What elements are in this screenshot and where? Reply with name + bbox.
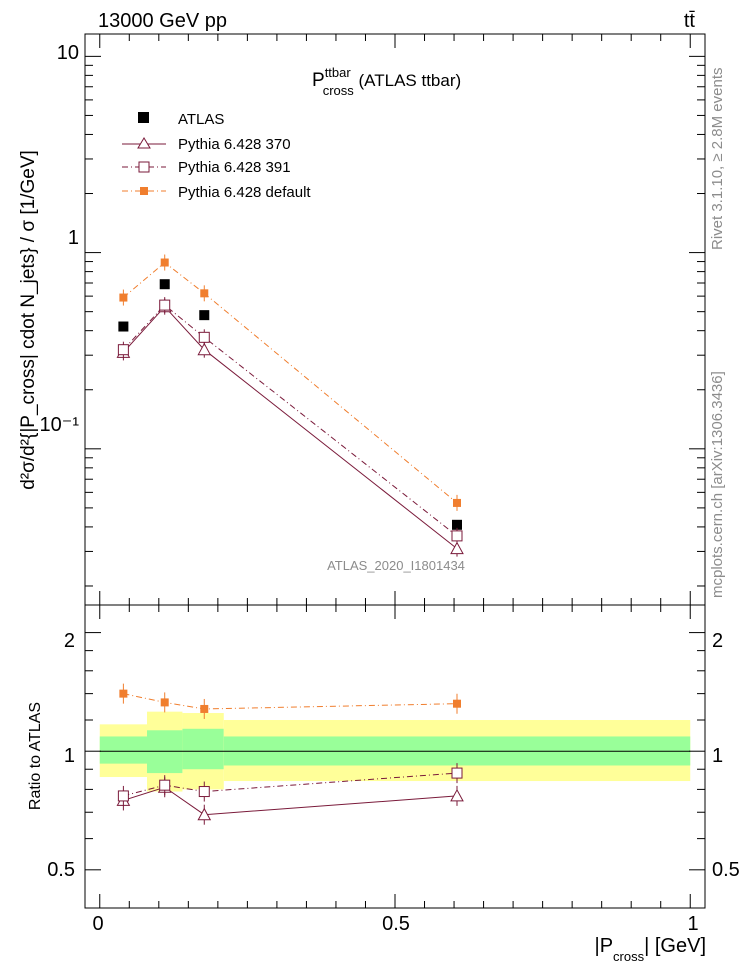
ratio-ytick-label-2: 2 — [64, 630, 75, 652]
ratio-point-1-2 — [198, 786, 210, 798]
main-point-1-3 — [450, 541, 464, 555]
analysis-watermark: ATLAS_2020_I1801434 — [327, 558, 465, 573]
legend-marker-default — [140, 187, 148, 195]
plot-title: Pttbar cross (ATLAS ttbar) — [312, 65, 461, 98]
ratio-series-line-0 — [123, 786, 458, 816]
ratio-bands — [99, 711, 691, 792]
main-point-2-3 — [451, 530, 463, 542]
ratio-ytick-label-0p5-right: 0.5 — [712, 859, 740, 881]
legend-marker-atlas — [138, 112, 149, 123]
band-green-2 — [182, 728, 224, 770]
ratio-ytick-label-1-right: 1 — [712, 745, 723, 767]
legend-marker-391 — [138, 161, 150, 173]
main-point-1-2 — [197, 342, 212, 356]
ratio-point-1-1 — [159, 779, 171, 791]
xtick-label-1: 1 — [687, 913, 698, 935]
band-green-0 — [99, 736, 147, 764]
main-point-3-1 — [160, 258, 169, 267]
ratio-point-2-1 — [160, 698, 169, 707]
data-marks — [116, 254, 464, 825]
main-point-0-1 — [159, 279, 170, 290]
main-point-2-1 — [159, 299, 171, 311]
axis-ticks — [85, 34, 705, 908]
main-point-3-0 — [119, 293, 128, 302]
main-point-3-3 — [453, 498, 461, 507]
xtick-label-0p5: 0.5 — [382, 913, 410, 935]
rivet-info: Rivet 3.1.10, ≥ 2.8M events — [709, 68, 726, 251]
mcplots-credit: mcplots.cern.ch [arXiv:1306.3436] — [709, 371, 726, 598]
legend-marker-370 — [137, 137, 151, 149]
legend-label-370: Pythia 6.428 370 — [178, 136, 291, 153]
main-series-line-1 — [123, 305, 458, 550]
main-point-2-0 — [117, 344, 129, 356]
xtick-label-0: 0 — [92, 913, 103, 935]
main-series-line-3 — [123, 261, 458, 504]
ratio-point-2-3 — [453, 699, 461, 708]
main-point-0-3 — [452, 519, 462, 530]
ratio-series-line-1 — [123, 772, 458, 797]
legend-label-atlas: ATLAS — [178, 111, 224, 128]
ratio-point-1-0 — [117, 790, 129, 802]
legend: ATLAS Pythia 6.428 370 Pythia 6.428 391 … — [122, 111, 311, 201]
main-series-line-2 — [123, 304, 458, 537]
main-point-2-2 — [198, 331, 210, 343]
main-point-0-0 — [118, 321, 129, 332]
header-right: tt̄ — [684, 10, 696, 32]
xlabel: |Pcross| [GeV] — [595, 935, 707, 964]
ratio-ytick-label-0p5: 0.5 — [47, 859, 75, 881]
ratio-point-2-2 — [200, 704, 209, 713]
ratio-point-0-3 — [450, 788, 464, 802]
ytick-label-0p1: 10⁻¹ — [40, 414, 80, 436]
ratio-point-0-2 — [197, 807, 212, 821]
ratio-point-1-3 — [451, 767, 463, 779]
ytick-label-1: 1 — [68, 227, 79, 249]
ytick-label-10: 10 — [57, 42, 79, 64]
main-point-0-2 — [199, 310, 210, 321]
ratio-ytick-label-2-right: 2 — [712, 630, 723, 652]
header-left: 13000 GeV pp — [98, 10, 227, 32]
legend-label-391: Pythia 6.428 391 — [178, 159, 291, 176]
ratio-ylabel: Ratio to ATLAS — [27, 702, 44, 810]
ratio-series-line-2 — [123, 693, 458, 710]
svg-text:d²σ/d²{|P_cross| cdot N_jets}: d²σ/d²{|P_cross| cdot N_jets} / σ [1/GeV… — [18, 150, 39, 490]
main-point-3-2 — [200, 289, 209, 298]
legend-label-default: Pythia 6.428 default — [178, 184, 311, 201]
ratio-point-2-0 — [119, 689, 128, 698]
main-ylabel: d²σ/d²{|P_cross| cdot N_jets} / σ [1/GeV… — [18, 150, 39, 490]
ratio-ytick-label-1: 1 — [64, 745, 75, 767]
